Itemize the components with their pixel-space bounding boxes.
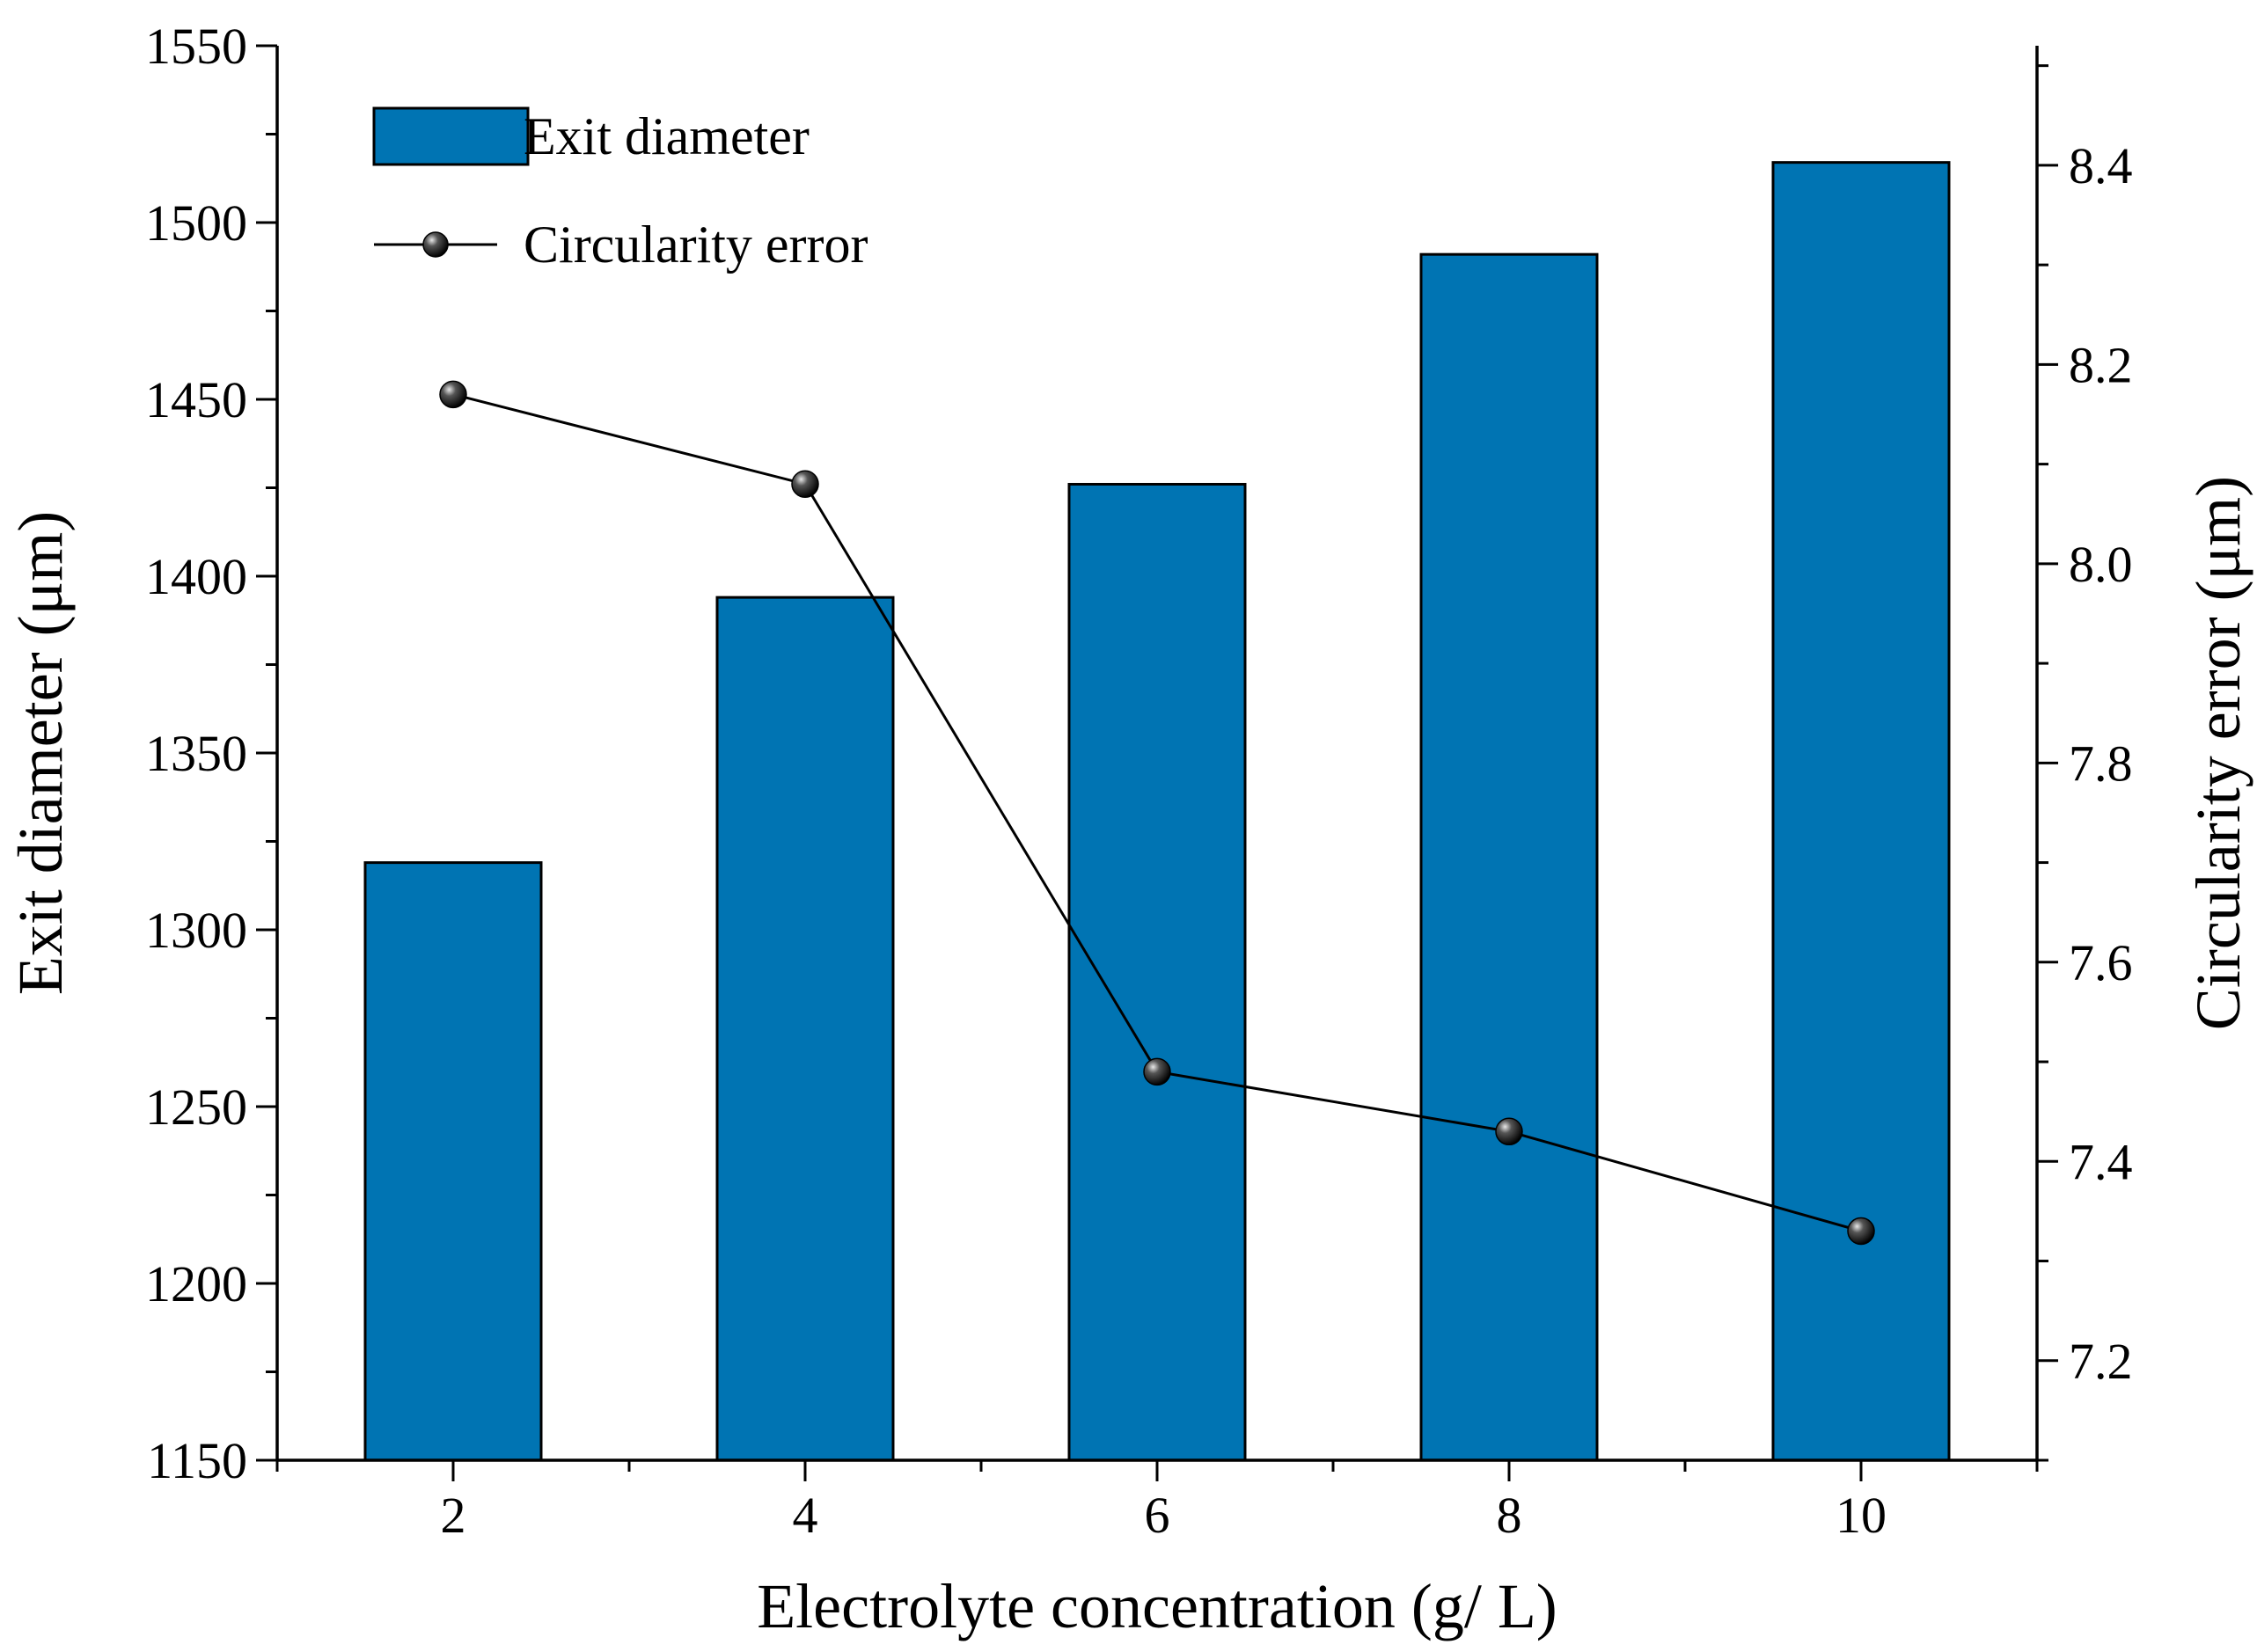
y2-tick-label: 8.0: [2069, 536, 2133, 593]
legend-marker-circularity-error: [422, 231, 449, 258]
point-circularity-error-2: [439, 380, 467, 409]
point-circularity-error-10: [1847, 1217, 1875, 1246]
y2-tick-label: 7.6: [2069, 934, 2133, 991]
legend: Exit diameter Circularity error: [372, 106, 868, 274]
x-axis-title: Electrolyte concentration (g/ L): [757, 1571, 1557, 1641]
point-circularity-error-6: [1143, 1057, 1171, 1086]
y-tick-label: 1200: [145, 1255, 247, 1312]
y-tick-label: 1450: [145, 371, 247, 428]
legend-swatch-exit-diameter: [372, 106, 530, 166]
y2-tick-label: 8.2: [2069, 336, 2133, 393]
y2-tick-label: 8.4: [2069, 137, 2133, 194]
point-circularity-error-8: [1495, 1117, 1523, 1146]
y-tick-label: 1500: [145, 194, 247, 252]
bar-exit-diameter-4: [715, 596, 895, 1462]
y-tick-label: 1400: [145, 548, 247, 605]
x-tick-label: 8: [1497, 1487, 1522, 1544]
legend-label-exit-diameter: Exit diameter: [524, 107, 810, 165]
x-tick-label: 2: [441, 1487, 466, 1544]
y2-tick-label: 7.8: [2069, 735, 2133, 792]
y-tick-label: 1150: [147, 1432, 247, 1489]
x-tick-label: 6: [1145, 1487, 1170, 1544]
y-tick-label: 1550: [145, 18, 247, 75]
point-circularity-error-4: [791, 470, 819, 499]
bar-exit-diameter-6: [1067, 482, 1247, 1462]
y2-tick-label: 7.4: [2069, 1133, 2133, 1190]
bars-layer: [363, 161, 1951, 1462]
y-tick-label: 1350: [145, 725, 247, 782]
x-tick-label: 4: [793, 1487, 818, 1544]
axes-layer: 1150 1200 1250 1300 1350 1400 1450 1500 1550 7.2 7…: [145, 18, 2133, 1544]
y-tick-label: 1250: [145, 1078, 247, 1136]
y-tick-label: 1300: [145, 902, 247, 959]
legend-label-circularity-error: Circularity error: [524, 216, 868, 274]
y-axis-title-left: Exit diameter (μm): [5, 511, 76, 995]
bar-exit-diameter-10: [1771, 161, 1951, 1462]
bar-exit-diameter-8: [1419, 252, 1599, 1462]
bar-exit-diameter-2: [363, 861, 543, 1462]
x-tick-label: 10: [1836, 1487, 1887, 1544]
y-axis-title-right: Circularity error (μm): [2183, 476, 2253, 1030]
line-layer: [439, 380, 1875, 1246]
y2-tick-label: 7.2: [2069, 1333, 2133, 1390]
